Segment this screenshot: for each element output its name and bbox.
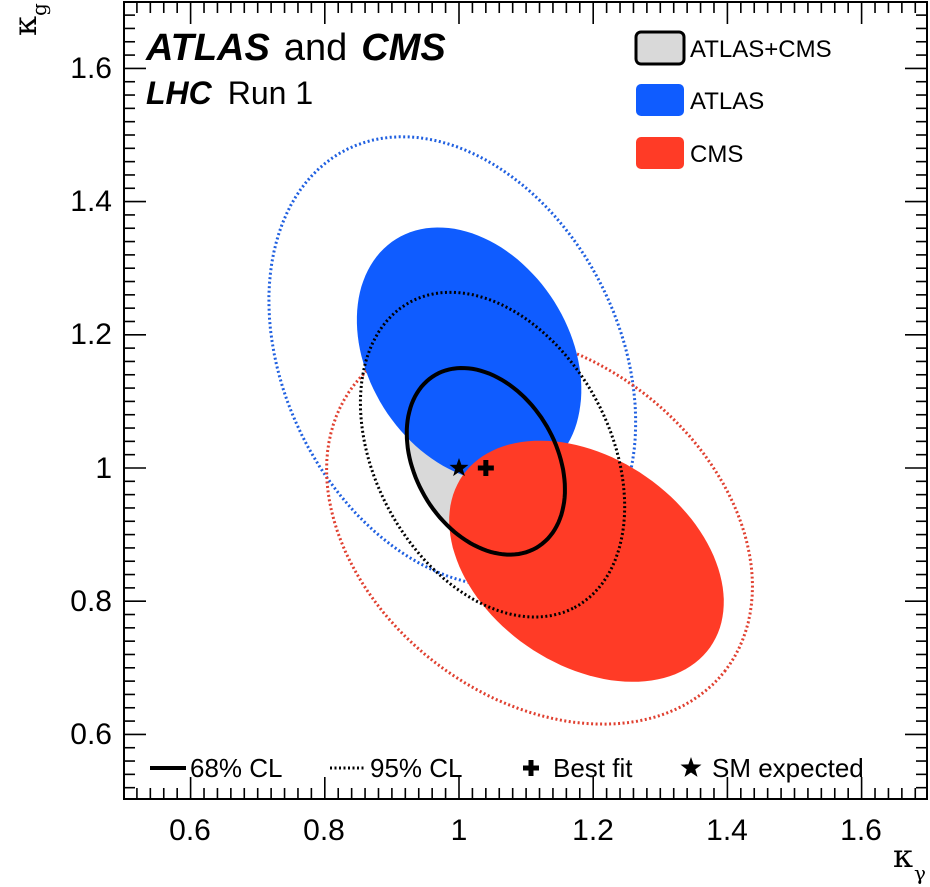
- x-tick-label: 1.4: [706, 814, 748, 847]
- legend-swatch-atlas: [636, 84, 684, 116]
- contour-cms-95: [325, 330, 755, 726]
- legend-swatch-combined: [634, 30, 686, 66]
- x-tick-label: 0.6: [169, 814, 211, 847]
- axis-ticks: [124, 2, 927, 799]
- legend: ATLAS+CMS ATLAS CMS: [634, 30, 832, 169]
- legend-label-combined: ATLAS+CMS: [690, 36, 832, 63]
- y-tick-label: 0.6: [70, 718, 112, 751]
- y-tick-label: 1.4: [70, 185, 112, 218]
- run-label: LHC Run 1: [146, 75, 313, 111]
- legend-label-68: 68% CL: [190, 753, 283, 783]
- svg-text:γ: γ: [914, 861, 926, 885]
- x-axis-title: κ γ: [893, 837, 926, 885]
- sm-expected-marker: [449, 458, 469, 477]
- legend-label-95: 95% CL: [370, 753, 463, 783]
- legend-label-bestfit: Best fit: [553, 753, 633, 783]
- contour-atlas-cms-95: [358, 290, 627, 619]
- y-axis-title: κ g: [6, 3, 51, 36]
- contour-atlas-95: [267, 135, 638, 588]
- contour-atlas-cms-68: [404, 365, 567, 557]
- svg-text:g: g: [27, 3, 51, 16]
- legend-star-marker: [680, 757, 702, 777]
- svg-text:κ: κ: [893, 837, 913, 875]
- legend-label-cms: CMS: [690, 141, 743, 168]
- y-tick-label: 0.8: [70, 585, 112, 618]
- y-tick-label: 1.6: [70, 52, 112, 85]
- x-tick-label: 1: [451, 814, 468, 847]
- bottom-legend: 68% CL 95% CL Best fit SM expected: [150, 753, 864, 783]
- legend-label-atlas: ATLAS: [690, 88, 764, 115]
- legend-label-sm: SM expected: [712, 753, 864, 783]
- svg-text:κ: κ: [6, 16, 44, 36]
- contour-cms-68: [449, 440, 724, 682]
- contour-atlas-68: [356, 227, 582, 483]
- contour-layer: [267, 135, 755, 726]
- y-tick-label: 1.2: [70, 318, 112, 351]
- y-tick-label: 1: [95, 452, 112, 485]
- experiment-label: ATLAS and CMS: [145, 27, 446, 69]
- best-fit-marker: [477, 460, 494, 476]
- x-tick-label: 1.6: [840, 814, 882, 847]
- legend-swatch-cms: [636, 137, 684, 169]
- x-tick-label: 0.8: [303, 814, 345, 847]
- legend-plus-marker: [523, 760, 539, 776]
- marker-layer: [449, 458, 494, 477]
- x-tick-label: 1.2: [572, 814, 614, 847]
